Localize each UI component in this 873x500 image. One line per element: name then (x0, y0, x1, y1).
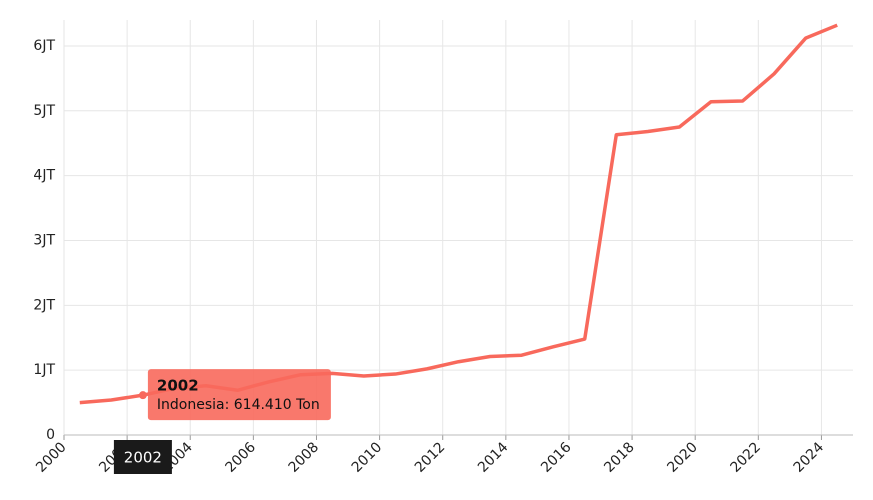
x-tick-label: 2016 (538, 439, 575, 476)
y-tick-label: 2JT (33, 297, 55, 313)
x-tick-label: 2000 (33, 439, 70, 476)
line (79, 23, 838, 405)
x-tick-label: 2012 (412, 439, 449, 476)
axis-tooltip-label: 2002 (124, 449, 162, 467)
x-tick-label: 2024 (791, 439, 828, 476)
y-tick-label: 4JT (33, 168, 55, 184)
x-tick-label: 2018 (601, 439, 638, 476)
tooltip-title: 2002 (157, 377, 199, 395)
x-tick-label: 2022 (727, 439, 764, 476)
y-tick-label: 6JT (33, 38, 55, 54)
x-tick-label: 2014 (475, 439, 512, 476)
x-tick-label: 2010 (349, 439, 386, 476)
x-tick-label: 2008 (286, 439, 323, 476)
x-tick-label: 2006 (223, 439, 260, 476)
axis-tooltip-box (113, 440, 172, 474)
y-tick-label: 0 (46, 427, 55, 443)
tooltip-text: Indonesia: 614.410 Ton (157, 397, 320, 413)
y-tick-label: 3JT (33, 232, 55, 248)
x-tick-label: 2020 (664, 439, 701, 476)
tooltip-box (147, 369, 331, 421)
hover-point (138, 391, 147, 400)
y-tick-label: 1JT (33, 362, 55, 378)
y-tick-label: 5JT (33, 103, 55, 119)
